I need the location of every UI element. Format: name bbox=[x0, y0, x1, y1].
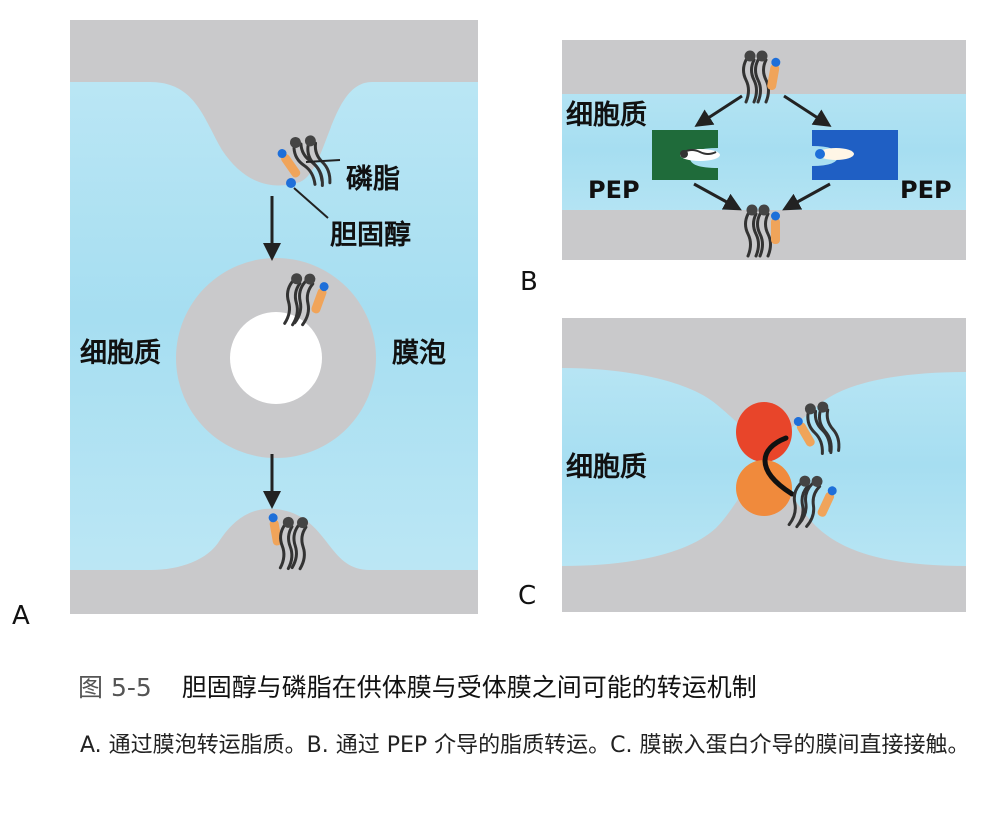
panel-a-letter: A bbox=[12, 601, 30, 631]
panel-c-lower-membrane bbox=[562, 474, 966, 612]
panel-b-arrow-bottom-right bbox=[782, 182, 831, 211]
panel-c: 细胞质 C bbox=[518, 318, 966, 612]
panel-b-label-pep-left: PEP bbox=[588, 176, 640, 204]
panel-c-letter: C bbox=[518, 581, 536, 611]
panel-a-label-phospholipid: 磷脂 bbox=[346, 164, 400, 195]
panel-b-arrow-top-right bbox=[783, 94, 832, 127]
panel-a-label-vesicle: 膜泡 bbox=[392, 337, 446, 369]
panel-b-arrow-top-left bbox=[694, 94, 743, 127]
panel-b-label-pep-right: PEP bbox=[900, 176, 952, 204]
panel-a: 磷脂 胆固醇 细胞质 膜泡 A bbox=[12, 20, 478, 631]
panel-b-pep-blue bbox=[812, 130, 898, 180]
figure-caption: 图 5-5 胆固醇与磷脂在供体膜与受体膜之间可能的转运机制 bbox=[78, 668, 757, 704]
figure-title: 胆固醇与磷脂在供体膜与受体膜之间可能的转运机制 bbox=[181, 673, 757, 702]
panel-c-protein-red bbox=[736, 402, 792, 462]
panel-a-vesicle-lumen bbox=[230, 312, 322, 404]
panel-a-acceptor-membrane bbox=[70, 508, 478, 614]
panel-c-label-cytoplasm: 细胞质 bbox=[566, 451, 647, 483]
panel-c-transfer-arrow bbox=[762, 435, 795, 497]
panel-a-label-cholesterol: 胆固醇 bbox=[330, 219, 411, 251]
panel-c-protein-orange bbox=[736, 460, 792, 516]
panel-c-upper-membrane bbox=[562, 318, 966, 440]
panel-a-cholesterol-pointer bbox=[293, 187, 329, 219]
panel-a-donor-membrane bbox=[70, 20, 478, 186]
panel-b-pep-green bbox=[652, 130, 720, 180]
panel-b-letter: B bbox=[520, 267, 538, 297]
panel-b: 细胞质 PEP PEP B bbox=[520, 40, 966, 297]
panel-b-label-cytoplasm: 细胞质 bbox=[566, 99, 647, 131]
panel-b-acceptor-membrane bbox=[562, 210, 966, 260]
figure-description: A. 通过膜泡转运脂质。B. 通过 PEP 介导的脂质转运。C. 膜嵌入蛋白介导… bbox=[80, 733, 970, 758]
panel-a-phospholipid-pointer bbox=[305, 159, 341, 163]
panel-b-arrow-bottom-left bbox=[693, 182, 742, 211]
figure-panels: 磷脂 胆固醇 细胞质 膜泡 A bbox=[12, 20, 966, 631]
figure-number: 图 5-5 bbox=[78, 673, 152, 702]
panel-a-top-lipids bbox=[275, 131, 334, 188]
panel-a-label-cytoplasm: 细胞质 bbox=[80, 337, 161, 369]
